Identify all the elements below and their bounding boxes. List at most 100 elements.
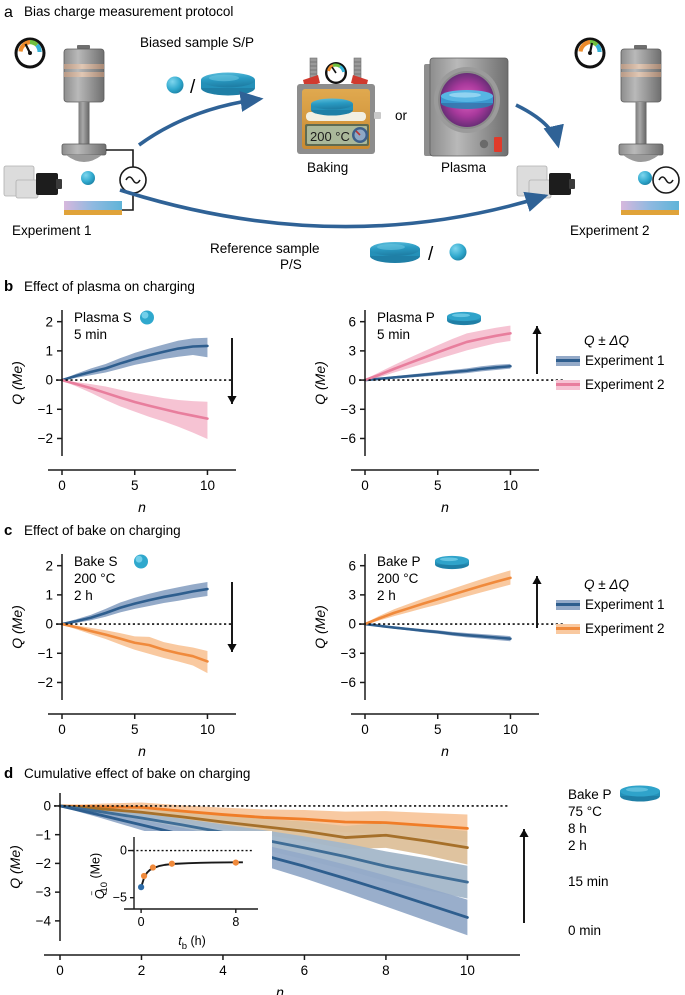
b-right-x-tick-label: 5	[434, 478, 442, 493]
panel-c-letter: c	[4, 522, 13, 539]
bake-p-disc-icon	[619, 785, 661, 802]
panel-d-letter: d	[4, 765, 14, 782]
side-label-d-1: 75 °C	[568, 804, 602, 819]
b-right-annotation-0: Plasma P	[377, 310, 435, 325]
panel-a-letter: a	[4, 4, 13, 21]
legend-item-c-1: Experiment 2	[556, 621, 665, 636]
c-left-y-tick-label: −2	[38, 675, 53, 690]
c-right-x-tick-label: 0	[361, 722, 369, 737]
c-left-y-tick-label: 2	[45, 558, 53, 573]
label-baking: Baking	[307, 160, 348, 175]
panel-a-schematic: Experiment 1 Biased sample S/P /	[0, 20, 685, 272]
c-right-annotation-0: Bake P	[377, 554, 421, 569]
c-left-plot: −2 −1 0 1 2 0 5 10 Q (Me) n Bake S 200 °C 2 h	[9, 554, 237, 759]
oven-gauge-icon	[325, 62, 347, 84]
d-main-y-tick-label: −3	[36, 885, 51, 900]
legend-item-b-1: Experiment 2	[556, 377, 665, 392]
d-main-x-tick-label: 8	[382, 963, 390, 978]
c-right-y-tick-label: 6	[348, 558, 356, 573]
d-inset-point-0	[138, 884, 145, 891]
b-left-sample-sphere-icon	[140, 310, 154, 325]
b-left-x-axis-title: n	[138, 499, 146, 515]
reference-sample-icons: /	[370, 242, 467, 265]
c-right-trend-arrow	[532, 576, 542, 628]
legend-label-c-0: Experiment 1	[585, 597, 665, 612]
slash-separator-bottom: /	[428, 244, 434, 265]
d-main-x-tick-label: 2	[138, 963, 146, 978]
plasma-chamber	[424, 57, 509, 157]
apparatus-experiment-2	[516, 37, 680, 215]
b-left-x-tick-label: 10	[200, 478, 215, 493]
biased-sample-icons: /	[166, 72, 255, 98]
d-inset-point-2	[149, 864, 157, 871]
b-right-plot: −6 −3 0 3 6 0 5 10 Q (Me) n Plasma P 5 min	[312, 310, 565, 515]
panel-b-title: Effect of plasma on charging	[24, 279, 195, 294]
arrow-to-treatment	[137, 91, 264, 147]
legend-item-c-0: Experiment 1	[556, 597, 665, 612]
b-right-x-tick-label: 0	[361, 478, 369, 493]
legend-label-c-1: Experiment 2	[585, 621, 665, 636]
c-right-plot: −6 −3 0 3 6 0 5 10 Q (Me) n Bake P 200 °C 2 h	[312, 554, 565, 759]
d-main-x-tick-label: 10	[460, 963, 475, 978]
d-main-line-1	[58, 804, 469, 849]
c-left-annotation-1: 200 °C	[74, 571, 116, 586]
b-left-y-tick-label: −2	[38, 431, 53, 446]
c-right-annotation-2: 2 h	[377, 588, 396, 603]
d-main-plot: −4 −3 −2 −1 0 0 2 4 6 8 10 Q (Me) n	[7, 793, 529, 995]
b-left-y-tick-label: 0	[45, 373, 53, 388]
c-right-x-tick-label: 5	[434, 722, 442, 737]
panel-c-chart-right: −6 −3 0 3 6 0 5 10 Q (Me) n Bake P 200 °C 2 h	[312, 540, 565, 759]
side-label-d-2: 8 h	[568, 821, 587, 836]
b-left-x-tick-label: 5	[131, 478, 139, 493]
d-main-x-tick-label: 4	[219, 963, 227, 978]
b-left-x-tick-label: 0	[58, 478, 66, 493]
c-left-y-tick-label: 1	[45, 587, 53, 602]
arrow-reference-sample	[119, 188, 549, 229]
d-main-x-tick-label: 0	[56, 963, 64, 978]
b-right-y-tick-label: 0	[348, 373, 356, 388]
c-left-sample-sphere-icon	[134, 554, 148, 569]
b-right-line-1	[363, 332, 512, 382]
b-right-y-tick-label: −6	[341, 431, 356, 446]
d-inset-y-axis-title: Q‾10 (Me)	[89, 853, 111, 899]
d-main-y-tick-label: 0	[43, 799, 51, 814]
b-right-x-tick-label: 10	[503, 478, 518, 493]
b-right-annotation-1: 5 min	[377, 327, 410, 342]
c-left-band-1	[62, 623, 208, 674]
panel-d-side-labels: Bake P 75 °C 8 h 2 h 15 min 0 min	[568, 785, 661, 938]
c-right-line-1	[363, 576, 512, 626]
legend-header-c: Q ± ΔQ	[584, 577, 629, 592]
c-right-line-0	[363, 622, 512, 640]
side-label-d-4: 15 min	[568, 874, 609, 889]
panel-b-letter: b	[4, 278, 14, 295]
c-left-x-axis-title: n	[138, 743, 146, 759]
b-right-y-tick-label: 3	[348, 343, 356, 358]
slash-separator-top: /	[190, 77, 196, 98]
d-inset-x-axis-title: tb (h)	[178, 934, 206, 952]
arrow-to-experiment-2	[515, 103, 564, 149]
b-right-y-tick-label: 6	[348, 314, 356, 329]
sample-disc-icon	[201, 72, 255, 96]
b-left-line-1	[60, 378, 209, 420]
d-inset-plot: −5 0 0 8 Q‾10 (Me) tb (h)	[89, 831, 272, 952]
d-inset-y-tick-label: −5	[113, 891, 127, 905]
b-left-band-1	[62, 380, 208, 440]
c-left-y-tick-label: 0	[45, 617, 53, 632]
c-left-y-tick-label: −1	[38, 646, 53, 661]
b-left-y-axis-title: Q (Me)	[9, 361, 25, 405]
d-inset-point-1	[140, 872, 148, 880]
label-reference-sample-line2: P/S	[280, 257, 302, 272]
pressure-gauge-icon-right	[574, 37, 606, 69]
sample-sphere-left	[81, 171, 95, 185]
b-left-annotation-1: 5 min	[74, 327, 107, 342]
side-label-d-0: Bake P	[568, 786, 612, 802]
c-right-y-tick-label: −6	[341, 675, 356, 690]
panel-d-title: Cumulative effect of bake on charging	[24, 766, 251, 781]
label-or: or	[395, 108, 408, 123]
side-label-d-5: 0 min	[568, 923, 602, 938]
c-right-x-tick-label: 10	[503, 722, 518, 737]
b-left-annotation-0: Plasma S	[74, 310, 132, 325]
panel-c-legend: Q ± ΔQ Experiment 1 Experiment 2	[556, 577, 665, 636]
b-right-trend-arrow	[532, 326, 542, 374]
